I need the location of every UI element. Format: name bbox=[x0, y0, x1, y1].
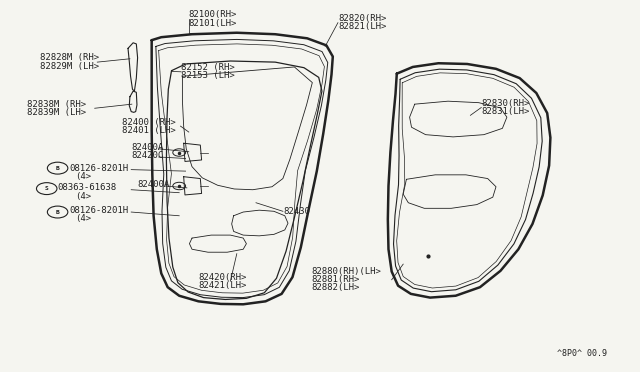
Text: 82880(RH)(LH>: 82880(RH)(LH> bbox=[312, 267, 381, 276]
Text: 82839M (LH>: 82839M (LH> bbox=[27, 108, 86, 117]
Text: 82420(RH>: 82420(RH> bbox=[198, 273, 247, 282]
Text: 82400 (RH>: 82400 (RH> bbox=[122, 118, 175, 126]
Text: 82829M (LH>: 82829M (LH> bbox=[40, 62, 99, 71]
Text: 82430: 82430 bbox=[283, 207, 310, 216]
Text: 82828M (RH>: 82828M (RH> bbox=[40, 53, 99, 62]
Text: B: B bbox=[56, 209, 60, 215]
Text: 82400A: 82400A bbox=[131, 143, 163, 152]
Text: 82838M (RH>: 82838M (RH> bbox=[27, 100, 86, 109]
Text: 82153 (LH>: 82153 (LH> bbox=[181, 71, 235, 80]
Text: 82400A: 82400A bbox=[138, 180, 170, 189]
Text: (4>: (4> bbox=[76, 214, 92, 223]
Text: B: B bbox=[56, 166, 60, 171]
Text: 82830(RH>: 82830(RH> bbox=[481, 99, 530, 108]
Text: 82100(RH>: 82100(RH> bbox=[189, 10, 237, 19]
Text: 82881(RH>: 82881(RH> bbox=[312, 275, 360, 284]
Text: 82831(LH>: 82831(LH> bbox=[481, 107, 530, 116]
Text: 82401 (LH>: 82401 (LH> bbox=[122, 126, 175, 135]
Text: ^8P0^ 00.9: ^8P0^ 00.9 bbox=[557, 349, 607, 358]
Text: 82152 (RH>: 82152 (RH> bbox=[181, 63, 235, 72]
Text: 08126-8201H: 08126-8201H bbox=[69, 206, 128, 215]
Text: 82821(LH>: 82821(LH> bbox=[338, 22, 387, 31]
Text: 08363-61638: 08363-61638 bbox=[58, 183, 116, 192]
Text: (4>: (4> bbox=[76, 172, 92, 181]
Text: 82101(LH>: 82101(LH> bbox=[189, 19, 237, 28]
Text: 08126-8201H: 08126-8201H bbox=[69, 164, 128, 173]
Text: 82420C: 82420C bbox=[131, 151, 163, 160]
Text: S: S bbox=[45, 186, 49, 191]
Text: 82820(RH>: 82820(RH> bbox=[338, 14, 387, 23]
Text: 82882(LH>: 82882(LH> bbox=[312, 283, 360, 292]
Text: 82421(LH>: 82421(LH> bbox=[198, 281, 247, 290]
Text: (4>: (4> bbox=[76, 192, 92, 201]
